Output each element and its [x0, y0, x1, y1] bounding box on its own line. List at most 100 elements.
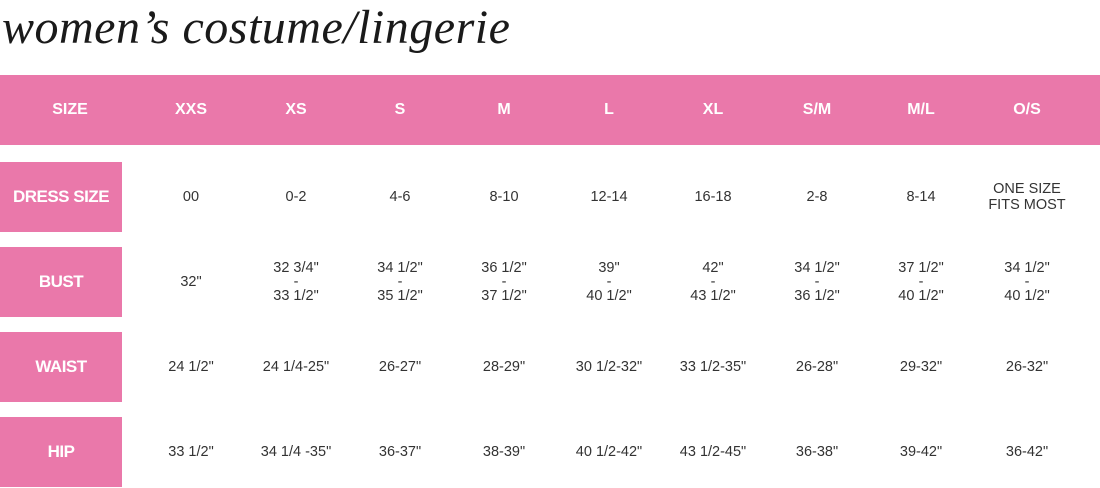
table-cell: 32" [139, 247, 243, 317]
row-label: WAIST [0, 332, 122, 402]
row-label: HIP [0, 417, 122, 487]
table-cell: 42" -43 1/2" [661, 247, 765, 317]
cell-line: 42" [702, 260, 724, 276]
cell-line: 16-18 [694, 189, 732, 205]
cell-line: 40 1/2-42" [575, 444, 643, 460]
table-cell: 4-6 [348, 162, 452, 232]
cell-line: 34 1/4 -35" [260, 444, 332, 460]
cell-line: 36 1/2" [481, 260, 527, 276]
cell-line: 24 1/2" [168, 359, 214, 375]
cell-line: 36-38" [795, 444, 839, 460]
table-cell: 12-14 [557, 162, 661, 232]
cell-line: 00 [182, 189, 200, 205]
table-cell: 34 1/2" -36 1/2" [765, 247, 869, 317]
table-cell: 26-32" [975, 332, 1079, 402]
header-cell: SIZE [52, 101, 88, 118]
cell-line: 24 1/4-25" [262, 359, 330, 375]
table-cell: 39-42" [869, 417, 973, 487]
table-cell: 8-14 [869, 162, 973, 232]
cell-line: 33 1/2" [168, 444, 214, 460]
table-cell: 34 1/4 -35" [244, 417, 348, 487]
cell-line: 33 1/2-35" [679, 359, 747, 375]
cell-line: 0-2 [285, 189, 307, 205]
cell-line: 30 1/2-32" [575, 359, 643, 375]
table-cell: 0-2 [244, 162, 348, 232]
header-cell: S [394, 101, 406, 118]
header-cell: O/S [1013, 101, 1041, 118]
cell-line: 39-42" [899, 444, 943, 460]
cell-line: 12-14 [590, 189, 628, 205]
cell-line: - [918, 274, 924, 290]
header-cell: M [497, 101, 511, 118]
table-cell: 26-28" [765, 332, 869, 402]
header-cell: S/M [802, 101, 832, 118]
cell-line: - [397, 274, 403, 290]
table-cell: 36-38" [765, 417, 869, 487]
cell-line: 36-37" [378, 444, 422, 460]
cell-line: ONE SIZE [993, 181, 1061, 197]
table-cell: 43 1/2-45" [661, 417, 765, 487]
cell-line: 43 1/2" [690, 288, 736, 304]
cell-line: - [710, 274, 716, 290]
cell-line: 38-39" [482, 444, 526, 460]
row-label: BUST [0, 247, 122, 317]
header-cell: XXS [174, 101, 207, 118]
cell-line: 4-6 [389, 189, 411, 205]
table-cell: 34 1/2" -40 1/2" [975, 247, 1079, 317]
cell-line: - [1024, 274, 1030, 290]
header-bar [0, 75, 1100, 145]
cell-line: 8-10 [489, 189, 519, 205]
row-label: DRESS SIZE [0, 162, 122, 232]
table-cell: 00 [139, 162, 243, 232]
table-cell: 38-39" [452, 417, 556, 487]
table-cell: 30 1/2-32" [557, 332, 661, 402]
cell-line: 2-8 [806, 189, 828, 205]
table-cell: 2-8 [765, 162, 869, 232]
table-cell: 29-32" [869, 332, 973, 402]
cell-line: 8-14 [906, 189, 936, 205]
table-cell: 37 1/2" -40 1/2" [869, 247, 973, 317]
cell-line: 26-32" [1005, 359, 1049, 375]
cell-line: 26-28" [795, 359, 839, 375]
page-title: women’s costume/lingerie [2, 1, 511, 54]
cell-line: FITS MOST [988, 197, 1066, 213]
cell-line: 32" [180, 274, 202, 290]
cell-line: 40 1/2" [586, 288, 632, 304]
table-cell: 33 1/2" [139, 417, 243, 487]
table-cell: 36-37" [348, 417, 452, 487]
cell-line: 34 1/2" [794, 260, 840, 276]
cell-line: 37 1/2" [898, 260, 944, 276]
table-cell: 39" -40 1/2" [557, 247, 661, 317]
header-cell: XL [702, 101, 724, 118]
header-cell: XS [285, 101, 307, 118]
cell-line: 33 1/2" [273, 288, 319, 304]
cell-line: 26-27" [378, 359, 422, 375]
table-cell: 34 1/2" -35 1/2" [348, 247, 452, 317]
cell-line: 29-32" [899, 359, 943, 375]
cell-line: 36-42" [1005, 444, 1049, 460]
cell-line: - [501, 274, 507, 290]
cell-line: - [293, 274, 299, 290]
header-cell: L [604, 101, 614, 118]
table-cell: ONE SIZE FITS MOST [975, 162, 1079, 232]
cell-line: 40 1/2" [898, 288, 944, 304]
table-cell: 36 1/2" -37 1/2" [452, 247, 556, 317]
header-cell: M/L [907, 101, 935, 118]
table-cell: 33 1/2-35" [661, 332, 765, 402]
cell-line: - [606, 274, 612, 290]
table-cell: 16-18 [661, 162, 765, 232]
cell-line: 34 1/2" [377, 260, 423, 276]
cell-line: 32 3/4" [273, 260, 319, 276]
table-cell: 28-29" [452, 332, 556, 402]
cell-line: 37 1/2" [481, 288, 527, 304]
table-cell: 32 3/4" -33 1/2" [244, 247, 348, 317]
table-cell: 36-42" [975, 417, 1079, 487]
cell-line: 43 1/2-45" [679, 444, 747, 460]
table-cell: 24 1/2" [139, 332, 243, 402]
table-cell: 24 1/4-25" [244, 332, 348, 402]
cell-line: - [814, 274, 820, 290]
table-cell: 26-27" [348, 332, 452, 402]
cell-line: 36 1/2" [794, 288, 840, 304]
cell-line: 35 1/2" [377, 288, 423, 304]
